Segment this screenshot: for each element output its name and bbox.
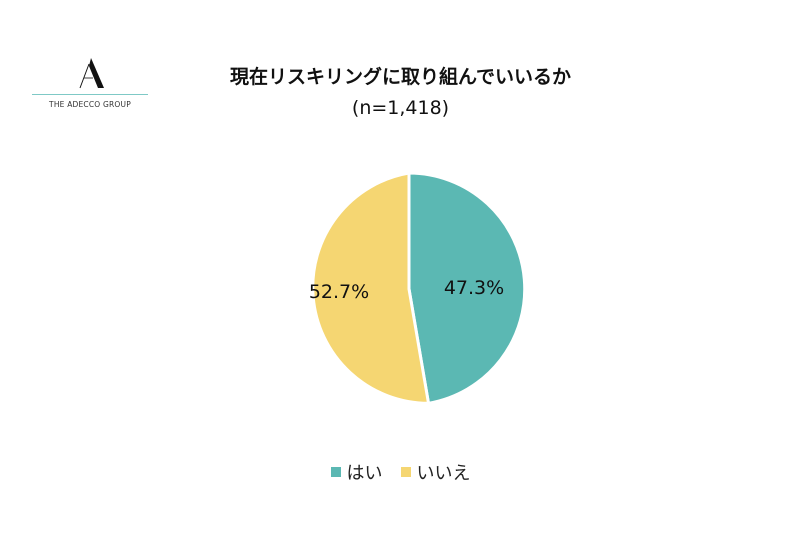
legend-swatch-yes [330,467,341,477]
chart-title: 現在リスキリングに取り組んでいいるか [229,66,572,88]
legend-swatch-no [400,467,411,477]
legend-item-yes: はい [330,459,383,485]
pie-label-yes: 47.3% [444,277,504,299]
company-logo: THE ADECCO GROUP [30,56,150,112]
pie-slice-no [311,171,431,405]
logo-text: THE ADECCO GROUP [49,100,131,109]
chart-subtitle: (n=1,418) [351,97,450,119]
adecco-a-logo-icon [79,58,104,89]
chart-legend: はい いいえ [0,459,801,485]
legend-item-no: いいえ [400,459,471,485]
pie-slice-yes [407,171,527,406]
legend-label-yes: はい [346,463,383,484]
legend-label-no: いいえ [416,463,471,484]
pie-label-no: 52.7% [309,281,369,303]
logo-divider [32,94,148,95]
